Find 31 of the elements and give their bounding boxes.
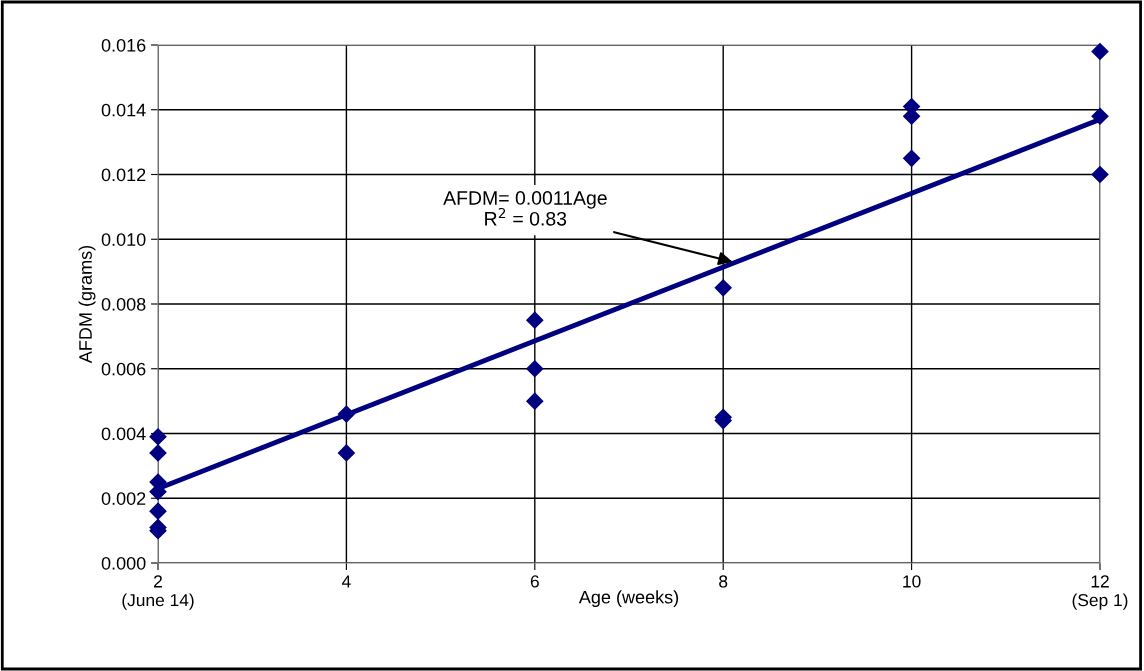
point [337,405,355,423]
y-tick-label: 0.016 [101,38,146,52]
point [526,311,544,329]
point [903,149,921,167]
point [1091,107,1109,125]
x-tick-label: 12 (Sep 1) [1072,575,1128,610]
y-axis-title: AFDM (grams) [78,245,96,364]
y-tick-label: 0.006 [101,362,146,376]
point [149,444,167,462]
y-tick-label: 0.012 [101,168,146,182]
y-tick-label: 0.002 [101,492,146,505]
point [526,360,544,378]
point [714,279,732,297]
x-tick-label: 2 (June 14) [122,575,194,610]
point [337,444,355,462]
y-tick-label: 0.014 [101,103,146,117]
point [1091,42,1109,61]
x-tick-label: 4 [341,575,351,588]
point [1091,165,1109,184]
y-tick-label: 0.010 [101,233,146,246]
point [149,428,167,446]
x-axis-title: Age (weeks) [578,590,679,608]
x-tick-label: 8 [719,575,728,588]
x-tick-label: 10 [903,575,921,588]
x-tick-label: 6 [530,575,539,588]
point [526,392,544,410]
point [149,502,167,520]
y-tick-label: 0.008 [101,297,146,311]
annotation: AFDM= 0.0011Age R$^{2}$ = 0.83 [443,191,607,226]
y-tick-label: 0.000 [101,556,146,570]
y-tick-label: 0.004 [101,427,146,441]
